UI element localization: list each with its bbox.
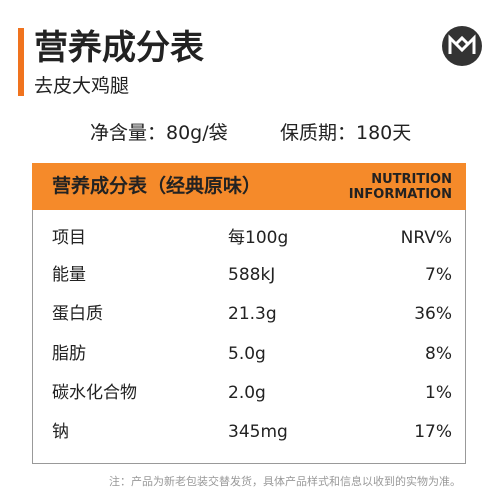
table-cell: 2.0g: [228, 382, 266, 403]
table-cell: 碳水化合物: [52, 382, 137, 403]
table-cell: 蛋白质: [52, 304, 103, 325]
column-header: 每100g: [228, 228, 289, 248]
table-cell: 8%: [425, 343, 452, 364]
table-cell: 7%: [425, 265, 452, 285]
table-cell: 钠: [52, 422, 69, 443]
table-title: 营养成分表（经典原味）: [52, 175, 262, 197]
subtitle: 去皮大鸡腿: [34, 75, 130, 97]
table-cell: 脂肪: [52, 343, 86, 364]
shelf-life: 保质期：180天: [280, 122, 412, 144]
table-cell: 1%: [425, 382, 452, 403]
table-title-en: NUTRITION INFORMATION: [349, 172, 452, 202]
column-header: NRV%: [400, 228, 452, 248]
column-header: 项目: [52, 228, 86, 248]
title: 营养成分表: [34, 28, 204, 68]
accent-bar: [18, 28, 24, 96]
table-cell: 588kJ: [228, 265, 276, 285]
table-cell: 21.3g: [228, 304, 277, 325]
table-cell: 5.0g: [228, 343, 266, 364]
table-cell: 36%: [414, 304, 452, 325]
table-cell: 345mg: [228, 422, 288, 443]
table-cell: 能量: [52, 265, 86, 285]
net-content: 净含量：80g/袋: [90, 122, 228, 144]
table-header-band: [32, 163, 466, 210]
title-en-line: NUTRITION: [371, 172, 452, 187]
footnote: 注：产品为新老包装交替发货，具体产品样式和信息以收到的实物为准。: [109, 475, 461, 488]
logo: [442, 26, 482, 66]
title-en-line: INFORMATION: [348, 187, 452, 202]
table-cell: 17%: [414, 422, 452, 443]
